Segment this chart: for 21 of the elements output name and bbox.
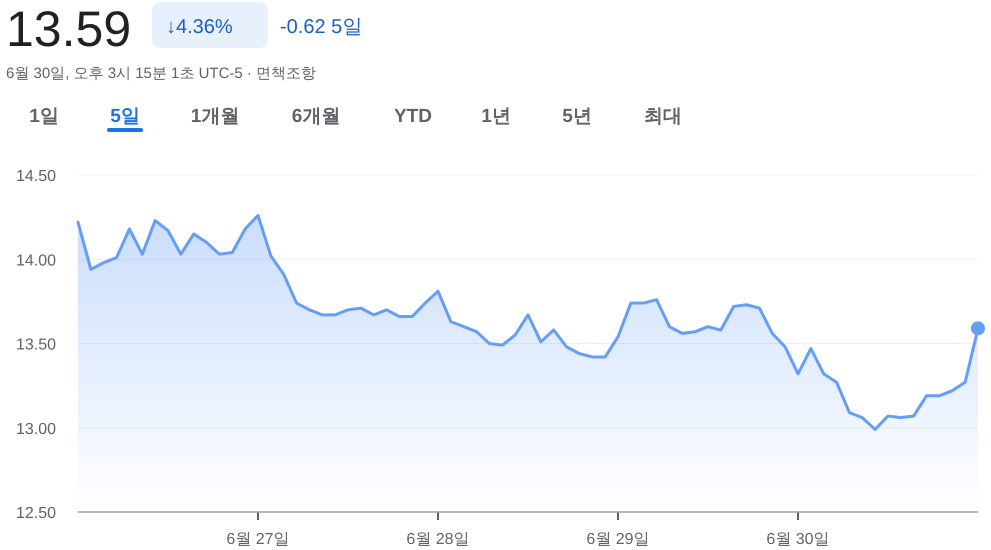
x-tick-label: 6월 30일	[766, 531, 830, 548]
x-tick-label: 6월 28일	[406, 531, 470, 548]
text: 1일	[29, 106, 59, 127]
y-tick-label: 12.50	[16, 505, 56, 522]
text: YTD	[394, 106, 432, 127]
text: ↓4.36%	[166, 16, 233, 38]
text: 최대	[644, 106, 682, 127]
text: 5년	[562, 106, 592, 127]
text: 1년	[481, 106, 511, 127]
y-tick-label: 14.00	[16, 252, 56, 270]
x-tick-label: 6월 27일	[226, 531, 290, 548]
y-tick-label: 14.50	[16, 168, 56, 185]
y-tick-label: 13.50	[16, 336, 56, 354]
text: 5일	[110, 106, 140, 127]
x-tick-label: 6월 29일	[586, 531, 650, 548]
y-tick-label: 13.00	[16, 420, 56, 438]
chart-title: 13.59	[6, 1, 132, 57]
text: 1개월	[190, 106, 240, 127]
text: 6개월	[292, 106, 340, 127]
chart-subtitle: 6월 30일, 오후 3시 15분 1초 UTC-5 · 면책조항	[6, 65, 316, 82]
text: -0.62 5일	[280, 16, 362, 38]
